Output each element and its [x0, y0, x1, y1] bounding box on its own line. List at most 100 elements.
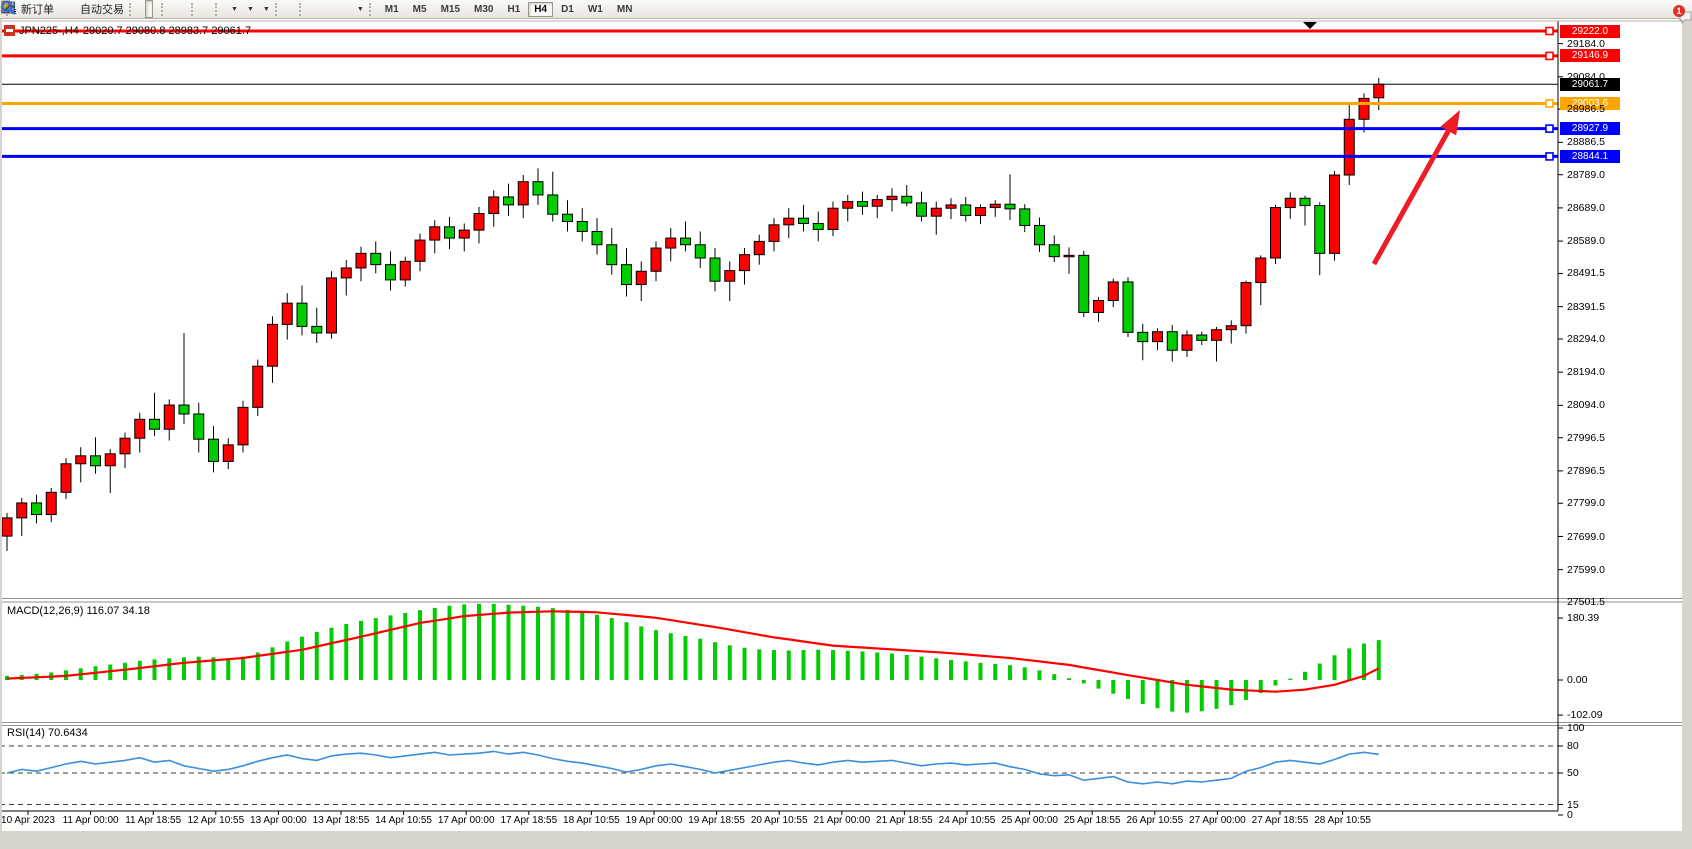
timeframe-button-mn[interactable]: MN [616, 3, 633, 15]
timeframe-button-m1[interactable]: M1 [384, 3, 399, 15]
svg-text:A: A [2, 1, 10, 15]
candle-body [1329, 174, 1340, 254]
candle-body [222, 444, 234, 462]
candle-body [1, 517, 13, 537]
candle-body [798, 217, 809, 224]
candle-body [90, 455, 101, 467]
auto-trading-label: 自动交易 [80, 4, 124, 16]
candle-body [1078, 254, 1090, 313]
candle-body [370, 252, 382, 266]
candle-body [488, 196, 500, 215]
scroll-to-end-marker [1303, 22, 1317, 29]
candle-body [975, 207, 986, 217]
candle-body [945, 204, 957, 209]
candle-body [31, 502, 42, 516]
line-anchor [1545, 26, 1554, 36]
text-button[interactable]: A [2, 1, 345, 17]
candle-body [576, 220, 588, 232]
candle-body [252, 365, 264, 408]
toolbar-grip [191, 2, 197, 16]
candle-body [783, 217, 795, 226]
candle-body [591, 230, 603, 246]
candle-body [1343, 118, 1355, 176]
macd-signal-line [6, 610, 1380, 693]
candle-body [340, 267, 352, 279]
svg-text:E: E [12, 9, 17, 15]
candle-body [458, 229, 470, 239]
arrows-caret-icon: ▼ [356, 5, 364, 13]
periods-button[interactable]: ▼ [0, 0, 257, 17]
candle-body [414, 239, 426, 262]
candle-body [1166, 331, 1178, 351]
candlestick-chart-button[interactable] [2, 0, 153, 18]
candle-body [1019, 208, 1031, 226]
arrows-button[interactable]: ▼ [1, 1, 367, 17]
toolbar-grip [274, 2, 281, 16]
candle-body [562, 213, 573, 222]
candle-body [635, 270, 647, 286]
timeframe-button-m15[interactable]: M15 [440, 3, 461, 15]
candle-body [1122, 281, 1134, 333]
rsi-line [6, 750, 1379, 785]
candle-body [326, 277, 337, 334]
candle-body [989, 203, 1001, 209]
candle-body [311, 325, 323, 334]
candle-body [665, 237, 677, 249]
toolbar-grip [368, 2, 375, 16]
candle-body [355, 252, 367, 269]
timeframe-button-w1[interactable]: W1 [587, 3, 603, 15]
crosshair-button[interactable] [1, 1, 297, 17]
price-chart[interactable] [0, 19, 1692, 849]
indicators-button[interactable]: ▼ [1, 1, 241, 17]
timeframe-button-h4[interactable]: H4 [528, 1, 554, 17]
timeframe-button-m30[interactable]: M30 [474, 3, 494, 15]
candle-body [1314, 205, 1326, 254]
templates-caret-icon: ▼ [262, 5, 270, 13]
candle-body [532, 181, 544, 196]
line-anchor [1545, 124, 1554, 133]
candle-body [650, 247, 662, 272]
candle-body [606, 244, 618, 266]
templates-button[interactable]: ▼ [1, 1, 273, 17]
chart-shift-button[interactable] [1, 1, 213, 17]
candle-body [871, 199, 883, 207]
new-order-label: 新订单 [21, 4, 54, 16]
tile-windows-button[interactable] [1, 1, 189, 17]
timeframe-button-h1[interactable]: H1 [507, 3, 521, 15]
notification-badge: 1 [1673, 5, 1685, 17]
toolbar-grip [215, 2, 221, 16]
candle-body [473, 213, 485, 231]
new-order-button[interactable]: 新订单 [1, 0, 57, 17]
candle-body [916, 202, 927, 217]
toolbar-grip [298, 2, 305, 16]
candle-body [1137, 331, 1149, 343]
candle-body [694, 244, 706, 259]
window-bottom-edge [0, 831, 1692, 849]
text-label-button[interactable]: T [1, 1, 351, 17]
candle-body [267, 323, 278, 367]
candle-body [296, 302, 308, 327]
candle-body [709, 257, 721, 282]
candle-body [1211, 329, 1222, 341]
candle-body [119, 437, 131, 455]
candle-body [45, 491, 57, 516]
candle-body [724, 270, 736, 282]
candle-body [960, 204, 972, 217]
line-anchor [1545, 152, 1554, 161]
candle-body [621, 264, 632, 286]
candle-body [753, 240, 765, 256]
line-chart-button[interactable] [0, 1, 159, 17]
candle-body [134, 418, 146, 439]
timeframe-button-d1[interactable]: D1 [561, 3, 574, 15]
candle-body [163, 404, 175, 430]
candle-body [842, 201, 854, 209]
candle-body [812, 222, 824, 230]
candle-body [1373, 83, 1385, 99]
candle-body [1284, 197, 1296, 209]
candle-body [1358, 97, 1370, 120]
candle-body [1225, 325, 1237, 331]
timeframe-button-m5[interactable]: M5 [412, 3, 427, 15]
auto-trading-button[interactable]: 自动交易 [2, 1, 127, 17]
candle-body [1034, 224, 1045, 246]
